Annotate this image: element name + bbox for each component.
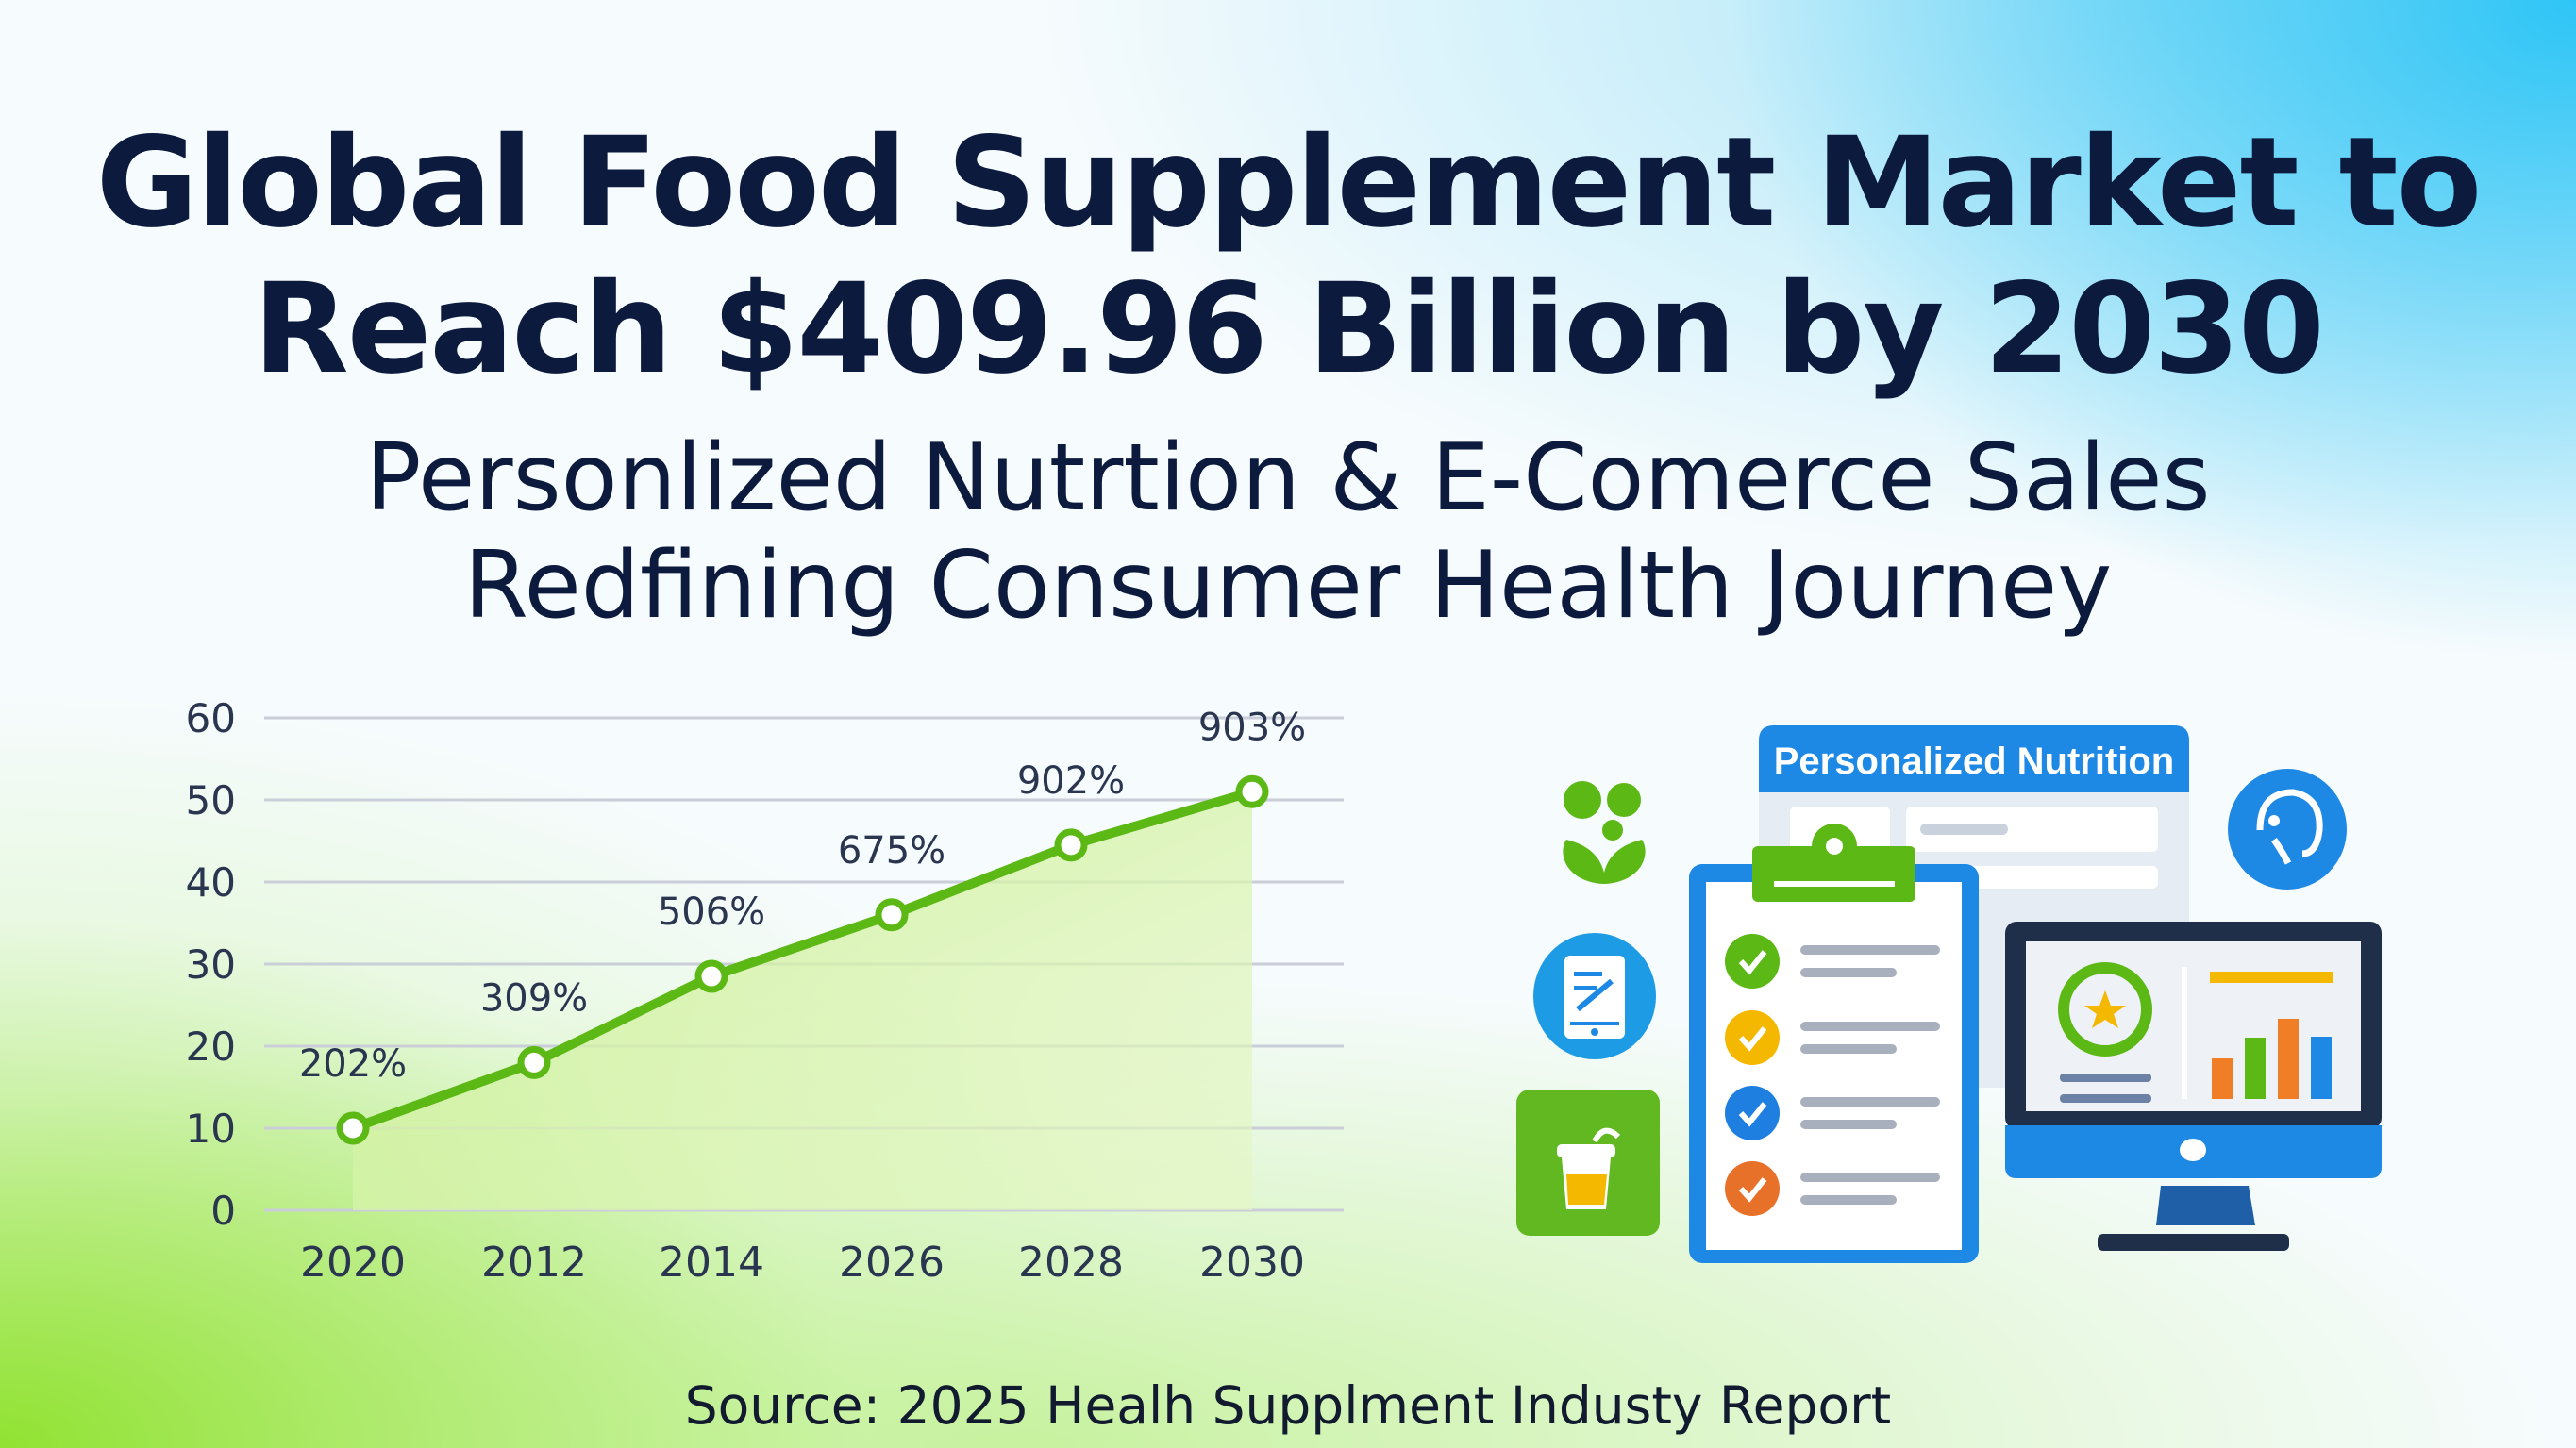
clipboard-checklist-icon: [1689, 824, 1979, 1263]
data-point: [1054, 828, 1088, 862]
data-point: [875, 898, 909, 932]
series-line: [351, 787, 1254, 1133]
checklist-line: [1800, 1022, 1940, 1031]
y-tick-label: 10: [186, 1106, 236, 1152]
checklist-line: [1800, 1120, 1897, 1129]
smoothie-cup-icon: [1516, 1090, 1660, 1236]
y-tick-label: 20: [186, 1024, 236, 1070]
data-label: 903%: [1198, 706, 1306, 749]
check-circle-icon: [1725, 1161, 1780, 1216]
area-fill: [353, 791, 1252, 1210]
checkmark-icon: [1738, 1026, 1767, 1052]
check-circle-icon: [1725, 934, 1780, 989]
source-note: Source: 2025 Healh Supplment Industy Rep…: [684, 1375, 1892, 1436]
y-tick-label: 50: [186, 777, 236, 824]
x-tick-label: 2028: [1018, 1239, 1124, 1287]
y-tick-label: 0: [210, 1188, 236, 1234]
head-profile-icon: [2228, 769, 2347, 890]
check-circle-icon: [1725, 1010, 1780, 1065]
checkmark-icon: [1738, 950, 1767, 975]
title-line-1: Global Food Supplement Market to: [95, 110, 2483, 256]
checklist-line: [1800, 1044, 1897, 1054]
x-tick-label: 2014: [659, 1239, 764, 1287]
checklist-line: [1800, 1173, 1940, 1182]
panel-title: Personalized Nutrition: [1774, 741, 2175, 782]
checklist-line: [1800, 1097, 1940, 1107]
check-circle-icon: [1725, 1086, 1780, 1140]
data-label: 309%: [480, 976, 588, 1020]
x-tick-label: 2030: [1199, 1239, 1305, 1287]
checkmark-icon: [1738, 1177, 1767, 1203]
y-tick-label: 60: [186, 695, 236, 741]
x-tick-label: 2012: [481, 1239, 587, 1287]
title-line-2: Reach $409.96 Billion by 2030: [253, 257, 2325, 402]
data-label: 675%: [838, 829, 945, 873]
checklist-line: [1800, 945, 1940, 955]
data-point: [1235, 774, 1269, 808]
monitor-dashboard-icon: [2005, 922, 2382, 1251]
y-tick-label: 40: [186, 859, 236, 906]
data-point: [694, 959, 728, 993]
sprout-icon: [1563, 781, 1646, 884]
phone-checklist-icon: [1533, 933, 1656, 1059]
data-label: 902%: [1017, 759, 1125, 803]
checkmark-icon: [1738, 1102, 1767, 1127]
data-point: [336, 1111, 370, 1145]
checklist-line: [1800, 1195, 1897, 1205]
subtitle-line-1: Personlized Nutrtion & E-Comerce Sales: [365, 424, 2211, 532]
data-label: 506%: [658, 890, 765, 934]
y-tick-label: 30: [186, 941, 236, 988]
data-label: 202%: [299, 1042, 407, 1086]
x-tick-label: 2020: [300, 1239, 406, 1287]
subtitle-line-2: Redfining Consumer Health Journey: [463, 532, 2113, 640]
data-point: [517, 1045, 551, 1079]
checklist-line: [1800, 968, 1897, 977]
x-tick-label: 2026: [839, 1239, 945, 1287]
